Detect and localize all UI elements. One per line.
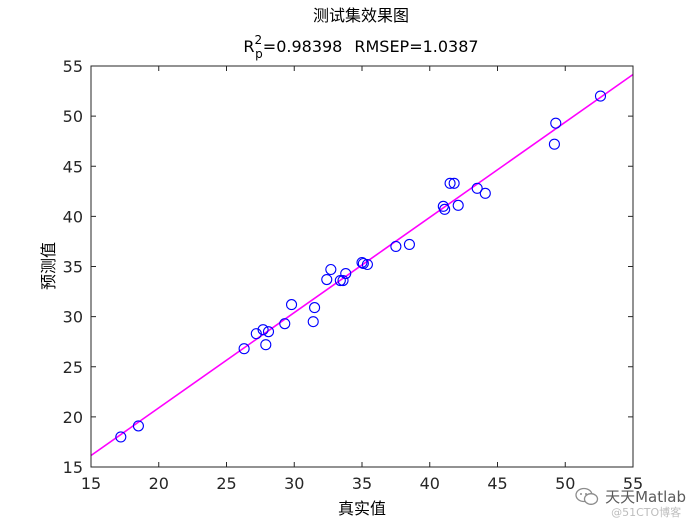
data-point xyxy=(448,177,460,189)
data-point xyxy=(325,263,337,276)
data-point xyxy=(403,238,415,250)
data-point xyxy=(337,274,349,287)
data-point xyxy=(115,431,127,443)
x-tick-label: 15 xyxy=(81,474,101,493)
data-point xyxy=(548,138,560,150)
data-point xyxy=(309,302,321,314)
y-tick-label: 20 xyxy=(63,408,83,427)
y-tick-label: 40 xyxy=(63,207,83,226)
watermark-text: 天天Matlab xyxy=(605,487,686,506)
data-point xyxy=(250,328,262,340)
data-point xyxy=(550,117,562,129)
watermark: 天天Matlab @51CTO博客 xyxy=(575,487,686,519)
data-point xyxy=(334,274,346,287)
r-subscript: p xyxy=(255,47,263,61)
data-point xyxy=(321,273,333,286)
data-point xyxy=(471,182,483,194)
x-tick-label: 20 xyxy=(149,474,169,493)
data-point xyxy=(279,318,291,330)
y-tick-label: 35 xyxy=(63,258,83,277)
data-point xyxy=(479,187,491,199)
data-point xyxy=(238,343,250,355)
wechat-icon xyxy=(575,487,599,507)
y-tick-label: 25 xyxy=(63,358,83,377)
data-point xyxy=(390,240,402,252)
data-point xyxy=(340,267,352,280)
x-tick-label: 50 xyxy=(555,474,575,493)
x-tick-label: 30 xyxy=(284,474,304,493)
y-tick-label: 15 xyxy=(63,458,83,477)
y-tick-label: 50 xyxy=(63,107,83,126)
chart-subtitle: R2 p=0.98398 RMSEP=1.0387 xyxy=(243,33,478,61)
y-tick-label: 55 xyxy=(63,57,83,76)
watermark-source: @51CTO博客 xyxy=(611,505,682,519)
rmsep-value: RMSEP=1.0387 xyxy=(354,37,478,56)
data-point xyxy=(357,257,369,270)
x-tick-label: 35 xyxy=(352,474,372,493)
r-letter: R xyxy=(243,37,254,56)
r-superscript: 2 xyxy=(255,33,263,47)
plot-area xyxy=(91,66,633,467)
data-point xyxy=(356,256,368,269)
data-point xyxy=(594,90,607,102)
y-axis-label: 预测值 xyxy=(39,242,58,290)
data-point xyxy=(260,339,272,351)
data-point xyxy=(257,324,269,336)
data-point xyxy=(361,258,373,271)
x-tick-label: 55 xyxy=(623,474,643,493)
data-point xyxy=(452,199,464,211)
r-value: =0.98398 xyxy=(263,37,343,56)
data-point xyxy=(444,177,456,189)
y-tick-label: 45 xyxy=(63,157,83,176)
x-axis-label: 真实值 xyxy=(338,499,386,518)
x-tick-label: 45 xyxy=(487,474,507,493)
data-point xyxy=(262,326,275,338)
data-point xyxy=(307,316,319,328)
y-tick-label: 30 xyxy=(63,308,83,327)
data-point xyxy=(285,299,298,311)
watermark-brand: 天天Matlab xyxy=(575,487,686,507)
data-point xyxy=(439,203,451,215)
x-tick-label: 40 xyxy=(420,474,440,493)
data-point xyxy=(132,420,144,432)
x-tick-label: 25 xyxy=(216,474,236,493)
chart-title: 测试集效果图 xyxy=(313,6,409,25)
